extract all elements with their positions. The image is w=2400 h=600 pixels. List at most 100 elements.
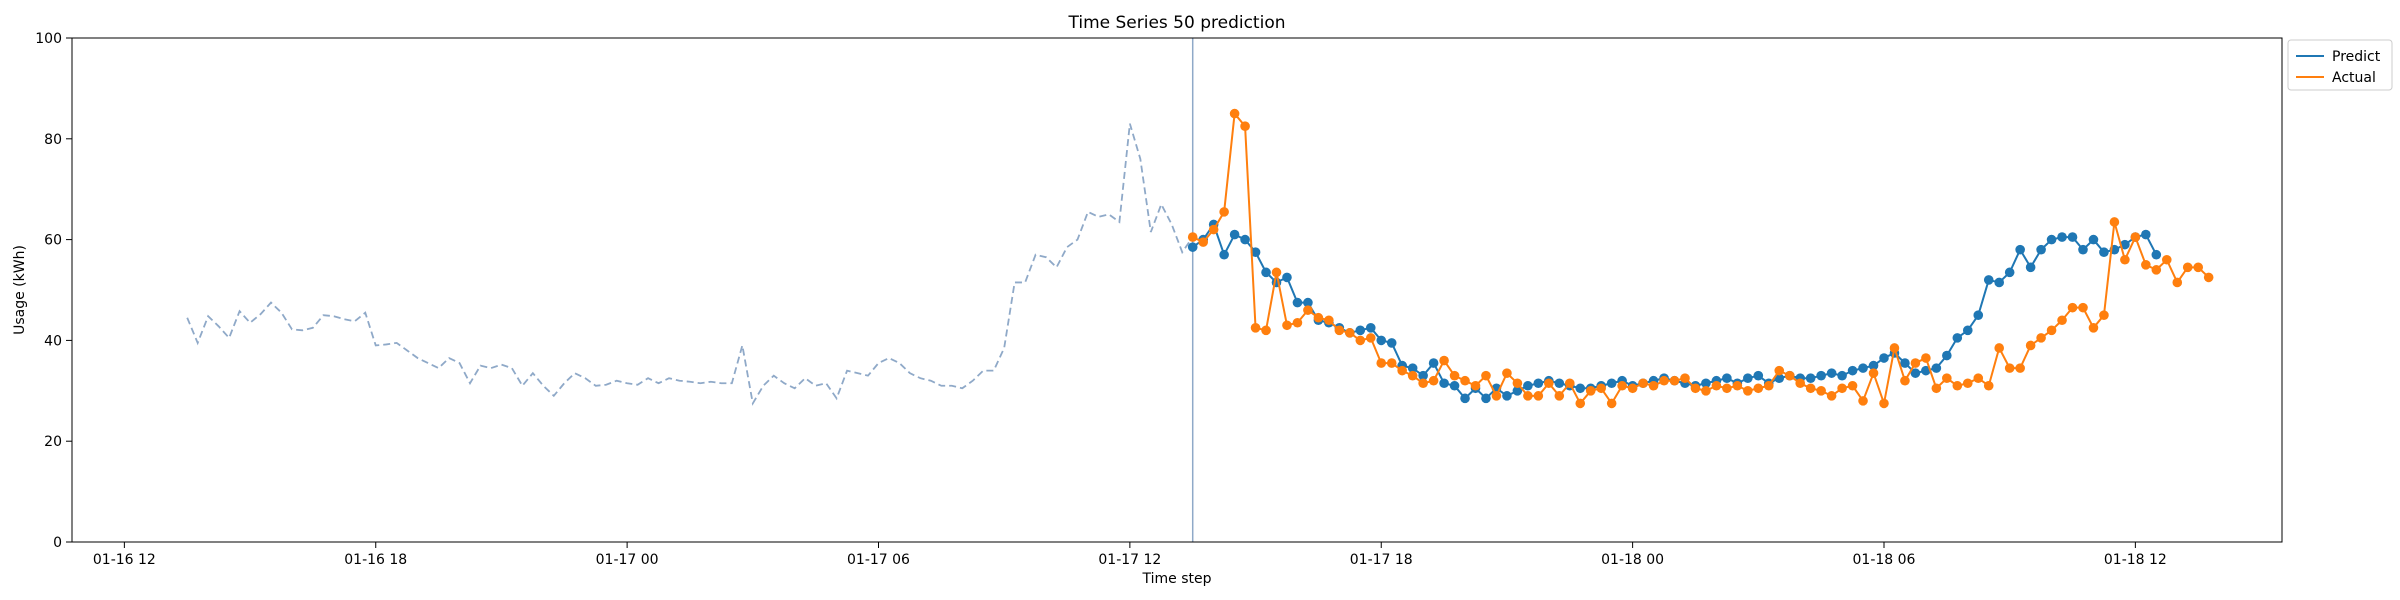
actual-data-point: [1428, 375, 1439, 386]
y-axis-label: Usage (kWh): [12, 245, 28, 335]
predict-data-point: [1816, 370, 1826, 381]
x-tick-label: 01-18 00: [1601, 552, 1664, 568]
actual-data-point: [1743, 386, 1753, 396]
x-tick-label: 01-17 12: [1098, 552, 1161, 568]
actual-data-point: [1879, 398, 1889, 409]
actual-data-point: [1271, 267, 1282, 278]
x-tick-label: 01-16 18: [344, 552, 407, 568]
actual-data-point: [1533, 391, 1544, 401]
actual-data-point: [1763, 380, 1774, 391]
actual-data-point: [1313, 312, 1324, 323]
actual-data-point: [1208, 224, 1219, 235]
predict-data-point: [1575, 383, 1586, 394]
legend-label-actual: Actual: [2332, 70, 2376, 86]
predict-data-point: [2088, 234, 2099, 245]
actual-data-point: [1606, 398, 1617, 409]
actual-data-point: [1690, 383, 1701, 394]
actual-data-point: [1240, 121, 1250, 131]
actual-data-point: [2025, 340, 2036, 351]
actual-data-point: [1439, 355, 1449, 366]
actual-data-point: [1952, 380, 1963, 391]
actual-data-point: [2130, 232, 2141, 242]
actual-data-point: [1397, 365, 1407, 376]
predict-data-point: [1303, 297, 1313, 308]
predict-data-point: [1261, 267, 1271, 278]
actual-data-point: [2004, 363, 2015, 373]
predict-data-point: [1973, 310, 1984, 321]
predict-data-point: [1376, 335, 1387, 346]
actual-data-point: [2141, 260, 2151, 270]
actual-data-point: [1355, 335, 1366, 346]
predict-data-point: [2046, 234, 2057, 245]
predict-data-point: [1386, 338, 1397, 348]
predict-data-point: [1407, 363, 1418, 373]
predict-data-point: [1983, 275, 1994, 285]
predict-data-point: [1355, 325, 1366, 336]
predict-data-point: [1743, 373, 1753, 384]
actual-data-point: [1334, 325, 1345, 336]
predict-data-point: [1753, 370, 1764, 381]
plot-area: [186, 38, 2214, 542]
predict-data-point: [2004, 267, 2015, 278]
actual-data-point: [1470, 380, 1481, 391]
actual-data-point: [2099, 310, 2109, 321]
actual-data-point: [1617, 380, 1627, 391]
predict-data-point: [1229, 229, 1240, 240]
predict-data-point: [1250, 247, 1261, 257]
actual-data-point: [1816, 386, 1826, 396]
actual-data-point: [1795, 378, 1805, 389]
x-tick-label: 01-17 00: [596, 552, 659, 568]
actual-data-point: [2120, 254, 2130, 265]
actual-data-point: [2057, 315, 2067, 326]
predict-data-point: [1994, 277, 2004, 288]
actual-data-point: [1544, 378, 1554, 389]
predict-data-point: [1439, 378, 1449, 389]
predict-data-point: [1879, 353, 1889, 363]
actual-data-point: [2036, 333, 2046, 343]
predict-data-point: [1523, 380, 1533, 391]
actual-data-point: [1481, 370, 1491, 381]
actual-data-point: [1774, 365, 1785, 376]
actual-data-point: [1219, 207, 1229, 217]
actual-data-point: [1564, 378, 1575, 389]
predict-data-point: [1449, 380, 1460, 391]
actual-data-point: [2161, 254, 2172, 265]
actual-data-point: [1345, 328, 1355, 338]
actual-data-point: [1784, 370, 1795, 381]
predict-data-point: [1606, 378, 1617, 389]
actual-data-point: [1198, 237, 1208, 247]
y-tick-label: 100: [35, 31, 62, 47]
x-tick-label: 01-18 06: [1853, 552, 1916, 568]
actual-data-point: [2088, 323, 2099, 333]
predict-data-point: [1554, 378, 1565, 389]
actual-data-point: [1187, 232, 1198, 242]
predict-data-point: [1921, 365, 1931, 376]
actual-data-point: [1229, 108, 1240, 119]
actual-data-point: [1931, 383, 1942, 394]
actual-data-point: [1847, 380, 1858, 391]
predict-data-point: [1512, 386, 1523, 396]
predict-data-point: [2078, 244, 2088, 255]
predict-data-point: [1858, 363, 1868, 373]
actual-data-point: [1638, 378, 1648, 389]
predict-data-point: [2015, 244, 2025, 255]
actual-data-point: [1502, 368, 1512, 378]
actual-data-point: [2046, 325, 2057, 336]
predict-data-point: [1187, 242, 1198, 252]
y-tick-label: 0: [53, 535, 62, 551]
actual-data-point: [2015, 363, 2025, 373]
predict-data-point: [2120, 239, 2130, 250]
predict-data-point: [1931, 363, 1942, 373]
actual-data-point: [1701, 386, 1711, 396]
predict-data-point: [1847, 365, 1858, 376]
predict-data-point: [2067, 232, 2078, 242]
y-tick-label: 20: [44, 434, 62, 450]
actual-data-point: [1732, 380, 1743, 391]
predict-data-point: [1292, 297, 1303, 308]
actual-data-point: [1261, 325, 1271, 336]
predict-data-point: [1219, 249, 1229, 260]
actual-data-point: [2109, 217, 2120, 227]
actual-data-point: [1669, 375, 1680, 386]
